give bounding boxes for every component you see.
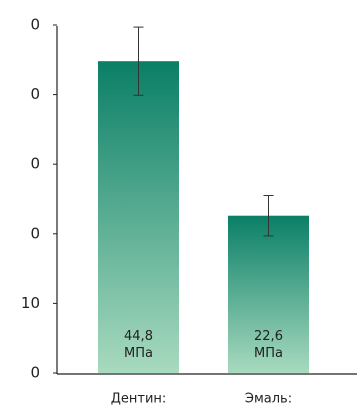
error-bar — [263, 195, 274, 237]
y-tick-label: 0 — [30, 16, 40, 34]
y-tick-label: 0 — [30, 364, 40, 382]
value-label-line: 22,6 — [254, 329, 283, 344]
value-label-line: МПа — [254, 346, 283, 361]
y-tick-label: 0 — [30, 85, 40, 103]
y-tick-label: 10 — [21, 294, 40, 312]
x-tick-label: Дентин: — [111, 392, 167, 407]
value-label-line: МПа — [124, 346, 153, 361]
value-label: 44,8 МПа — [124, 329, 153, 361]
x-tick-label: Эмаль: — [245, 392, 292, 407]
value-label: 22,6 МПа — [254, 329, 283, 361]
bar — [228, 215, 309, 373]
y-tick-label: 0 — [30, 155, 40, 173]
value-label-line: 44,8 — [124, 329, 153, 344]
y-tick-label: 0 — [30, 224, 40, 242]
bar — [98, 61, 179, 373]
error-bar — [133, 26, 144, 96]
